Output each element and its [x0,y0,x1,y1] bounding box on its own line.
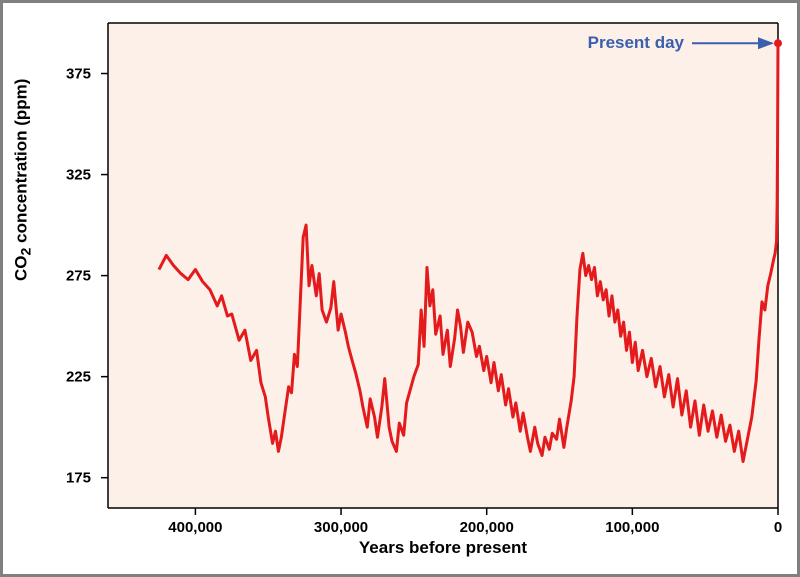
y-tick-label: 325 [66,166,91,183]
x-tick-label: 200,000 [460,519,514,536]
plot-area [108,23,778,508]
chart-frame: CO2 concentration (ppm) Years before pre… [0,0,800,577]
co2-series-line [159,43,778,461]
present-day-point [774,39,782,47]
y-tick-label: 275 [66,267,91,284]
x-tick-label: 400,000 [168,519,222,536]
x-axis-label: Years before present [359,538,527,558]
y-axis-label: CO2 concentration (ppm) [11,251,34,281]
y-axis-label-co2: CO [11,255,30,281]
y-tick-label: 375 [66,65,91,82]
x-tick-label: 0 [774,519,782,536]
y-tick-label: 225 [66,368,91,385]
present-day-annotation: Present day [588,33,684,53]
y-axis-label-sub: 2 [19,247,35,255]
y-tick-label: 175 [66,469,91,486]
y-axis-label-rest: concentration (ppm) [11,78,30,242]
x-tick-label: 300,000 [314,519,368,536]
x-tick-label: 100,000 [605,519,659,536]
chart-svg [108,23,778,508]
